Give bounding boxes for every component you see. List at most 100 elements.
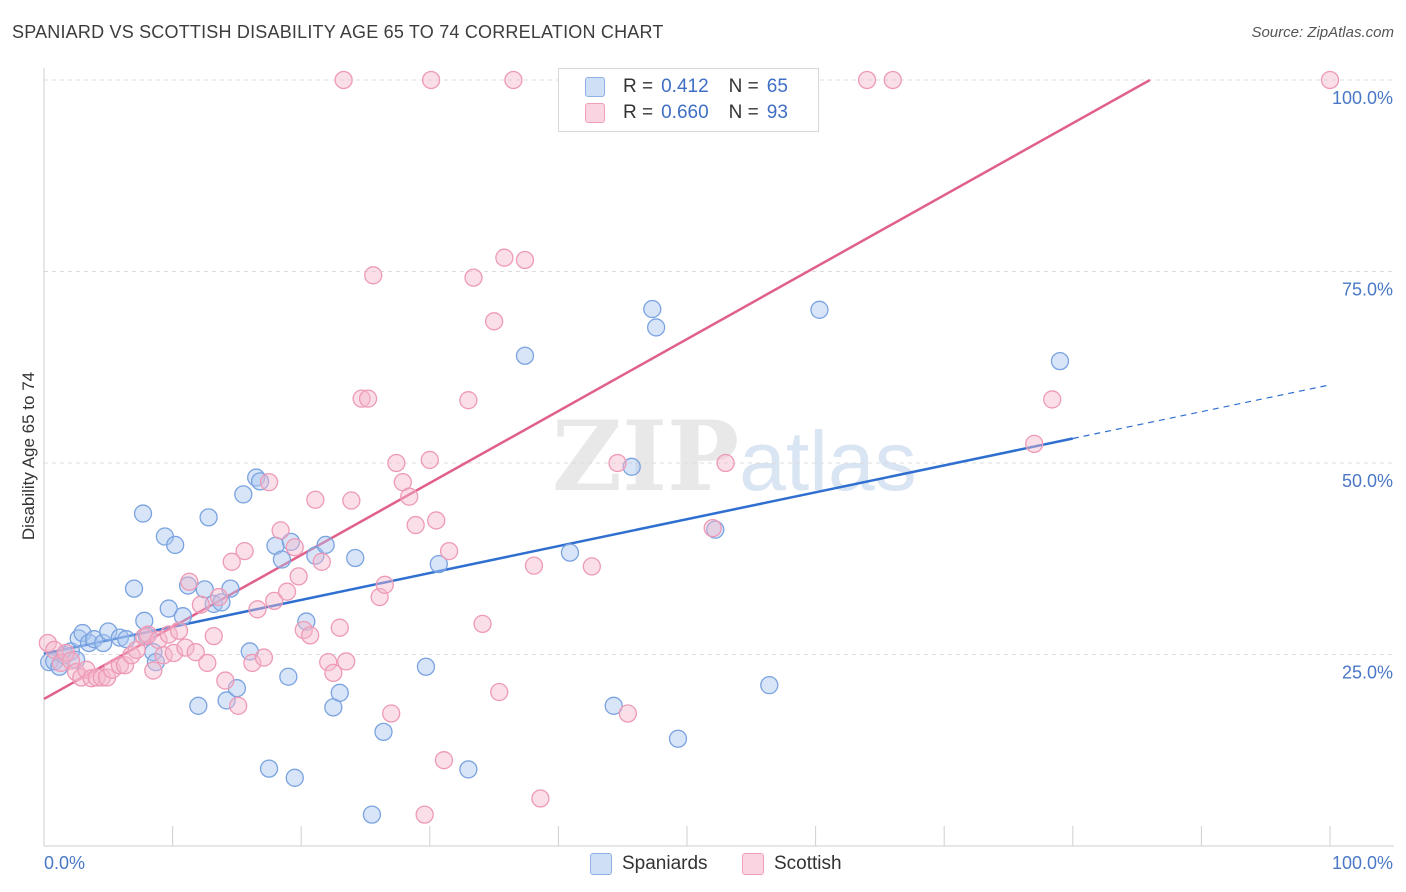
scottish-point	[248, 600, 267, 619]
bottom-legend-label: Spaniards	[622, 853, 708, 874]
spaniards-swatch	[590, 853, 612, 875]
scottish-point	[427, 511, 446, 530]
legend-r-value: 0.412	[661, 76, 709, 97]
scottish-point	[524, 556, 544, 575]
scottish-point	[229, 696, 248, 715]
y-tick-label: 100.0%	[1332, 88, 1393, 108]
scottish-point	[139, 625, 158, 644]
legend-n-label: N =	[728, 76, 759, 97]
spaniards-point	[234, 485, 253, 504]
spaniards-point	[195, 580, 214, 599]
scottish-point	[387, 453, 406, 473]
spaniards-point	[285, 768, 304, 787]
scottish-point	[1025, 434, 1044, 454]
spaniards-point	[760, 675, 779, 695]
scottish-point	[883, 70, 902, 90]
scottish-point	[459, 391, 478, 410]
legend-r-value: 0.660	[661, 102, 709, 123]
scottish-point	[342, 491, 361, 510]
legend-r-label: R =	[623, 76, 654, 97]
spaniards-point	[459, 760, 478, 779]
y-axis-label: Disability Age 65 to 74	[19, 372, 38, 540]
legend-n-label: N =	[728, 102, 759, 123]
spaniards-point	[259, 759, 279, 778]
scottish-point	[400, 487, 419, 506]
scottish-point	[364, 266, 383, 285]
spaniards-point	[159, 599, 178, 618]
scottish-point	[204, 626, 223, 646]
scottish-point	[186, 643, 205, 662]
spaniards-point	[279, 667, 298, 686]
spaniards-point	[189, 696, 208, 715]
watermark-atlas: atlas	[739, 414, 917, 508]
scottish-point	[703, 518, 722, 538]
scottish-trend-line	[43, 78, 1151, 701]
spaniards-point	[668, 729, 688, 748]
scottish-point	[169, 621, 189, 640]
scottish-point	[375, 575, 394, 594]
scottish-point	[180, 572, 199, 591]
scottish-point	[82, 669, 101, 688]
grid-lines	[44, 79, 1394, 655]
spaniards-points	[39, 299, 1070, 824]
scottish-point	[531, 789, 550, 808]
spaniards-swatch	[585, 77, 605, 97]
scottish-swatch	[585, 103, 605, 123]
scottish-point	[92, 668, 112, 687]
y-tick-label: 50.0%	[1342, 471, 1393, 491]
spaniards-point	[374, 722, 393, 742]
scottish-point	[312, 552, 331, 571]
spaniards-point	[429, 554, 448, 574]
spaniards-point	[85, 630, 104, 649]
scottish-point	[504, 70, 523, 90]
scottish-point	[222, 552, 241, 571]
scottish-point	[716, 453, 735, 473]
spaniards-point	[217, 691, 236, 710]
chart-title: SPANIARD VS SCOTTISH DISABILITY AGE 65 T…	[12, 22, 664, 42]
y-tick-label: 25.0%	[1342, 663, 1393, 683]
bottom-legend-spaniards: Spaniards	[590, 852, 708, 876]
spaniards-point	[135, 611, 154, 630]
spaniards-point	[560, 543, 580, 562]
spaniards-trend-extension	[1072, 384, 1331, 440]
scottish-point	[608, 453, 627, 473]
zipatlas-watermark: ZIPatlas	[552, 400, 917, 513]
scottish-point	[382, 704, 401, 723]
scottish-point	[334, 70, 353, 90]
scottish-point	[159, 625, 178, 644]
scottish-point	[330, 618, 349, 637]
scottish-point	[439, 541, 459, 561]
scottish-point	[216, 671, 235, 690]
legend-n-value: 93	[766, 102, 788, 123]
spaniards-point	[73, 623, 92, 643]
spaniards-point	[272, 550, 292, 569]
scottish-point	[38, 633, 58, 653]
scottish-point	[122, 646, 141, 665]
scottish-point	[484, 312, 504, 331]
scottish-point	[115, 656, 135, 675]
spaniards-point	[643, 299, 662, 319]
scottish-point	[406, 515, 425, 535]
spaniards-point	[622, 457, 641, 476]
scottish-point	[176, 638, 195, 657]
y-tick-label: 75.0%	[1342, 280, 1393, 300]
scottish-point	[337, 652, 356, 671]
scottish-point	[582, 557, 601, 576]
scottish-point	[254, 648, 274, 667]
spaniards-point	[362, 805, 382, 824]
spaniards-point	[1050, 351, 1070, 371]
spaniards-trend-line	[43, 437, 1074, 655]
spaniards-point	[173, 607, 193, 626]
scottish-point	[235, 541, 254, 561]
scottish-point	[464, 268, 483, 287]
spaniards-point	[316, 535, 335, 555]
scottish-point	[301, 626, 320, 645]
trend-lines	[43, 78, 1331, 701]
scottish-point	[209, 587, 229, 607]
scottish-point	[164, 643, 184, 663]
spaniards-point	[124, 579, 144, 598]
scottish-point	[265, 591, 284, 611]
scottish-points	[38, 70, 1340, 824]
scottish-point	[490, 682, 509, 702]
scottish-point	[87, 668, 106, 687]
